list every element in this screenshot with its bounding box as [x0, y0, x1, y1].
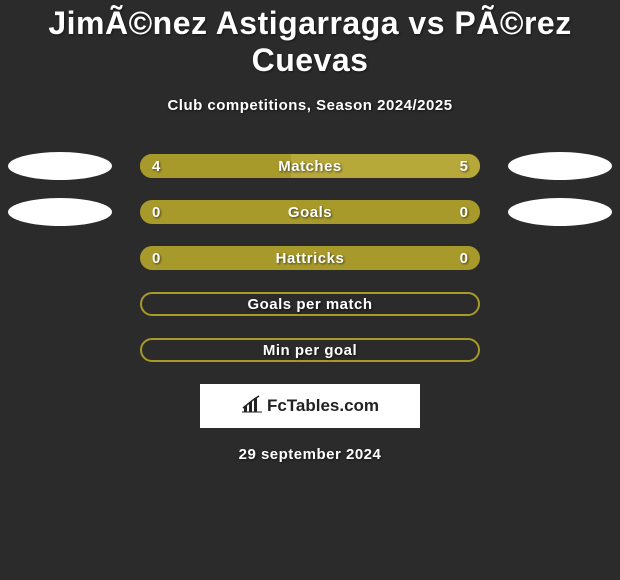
right-value: 0 — [460, 246, 468, 270]
right-ellipse — [508, 152, 612, 180]
bar-fill-left — [140, 154, 291, 178]
stat-rows: 45Matches00Goals00HattricksGoals per mat… — [0, 154, 620, 362]
left-ellipse — [8, 152, 112, 180]
stat-row: Min per goal — [0, 338, 620, 362]
stat-row: 00Hattricks — [0, 246, 620, 270]
infographic-container: JimÃ©nez Astigarraga vs PÃ©rez Cuevas Cl… — [0, 0, 620, 463]
left-value: 0 — [152, 246, 160, 270]
right-ellipse — [508, 198, 612, 226]
left-value: 0 — [152, 200, 160, 224]
subtitle: Club competitions, Season 2024/2025 — [0, 97, 620, 114]
bar-chart-icon — [241, 395, 263, 418]
title: JimÃ©nez Astigarraga vs PÃ©rez Cuevas — [0, 5, 620, 79]
stat-row: 00Goals — [0, 200, 620, 224]
left-ellipse — [8, 198, 112, 226]
logo-text: FcTables.com — [267, 396, 379, 416]
bar-track — [140, 154, 480, 178]
right-value: 5 — [460, 154, 468, 178]
bar-track — [140, 338, 480, 362]
bar-track — [140, 292, 480, 316]
stat-row: 45Matches — [0, 154, 620, 178]
left-value: 4 — [152, 154, 160, 178]
bar-fill-right — [291, 154, 480, 178]
bar-track — [140, 246, 480, 270]
right-value: 0 — [460, 200, 468, 224]
stat-row: Goals per match — [0, 292, 620, 316]
logo-box: FcTables.com — [200, 384, 420, 428]
date-text: 29 september 2024 — [0, 446, 620, 463]
bar-track — [140, 200, 480, 224]
